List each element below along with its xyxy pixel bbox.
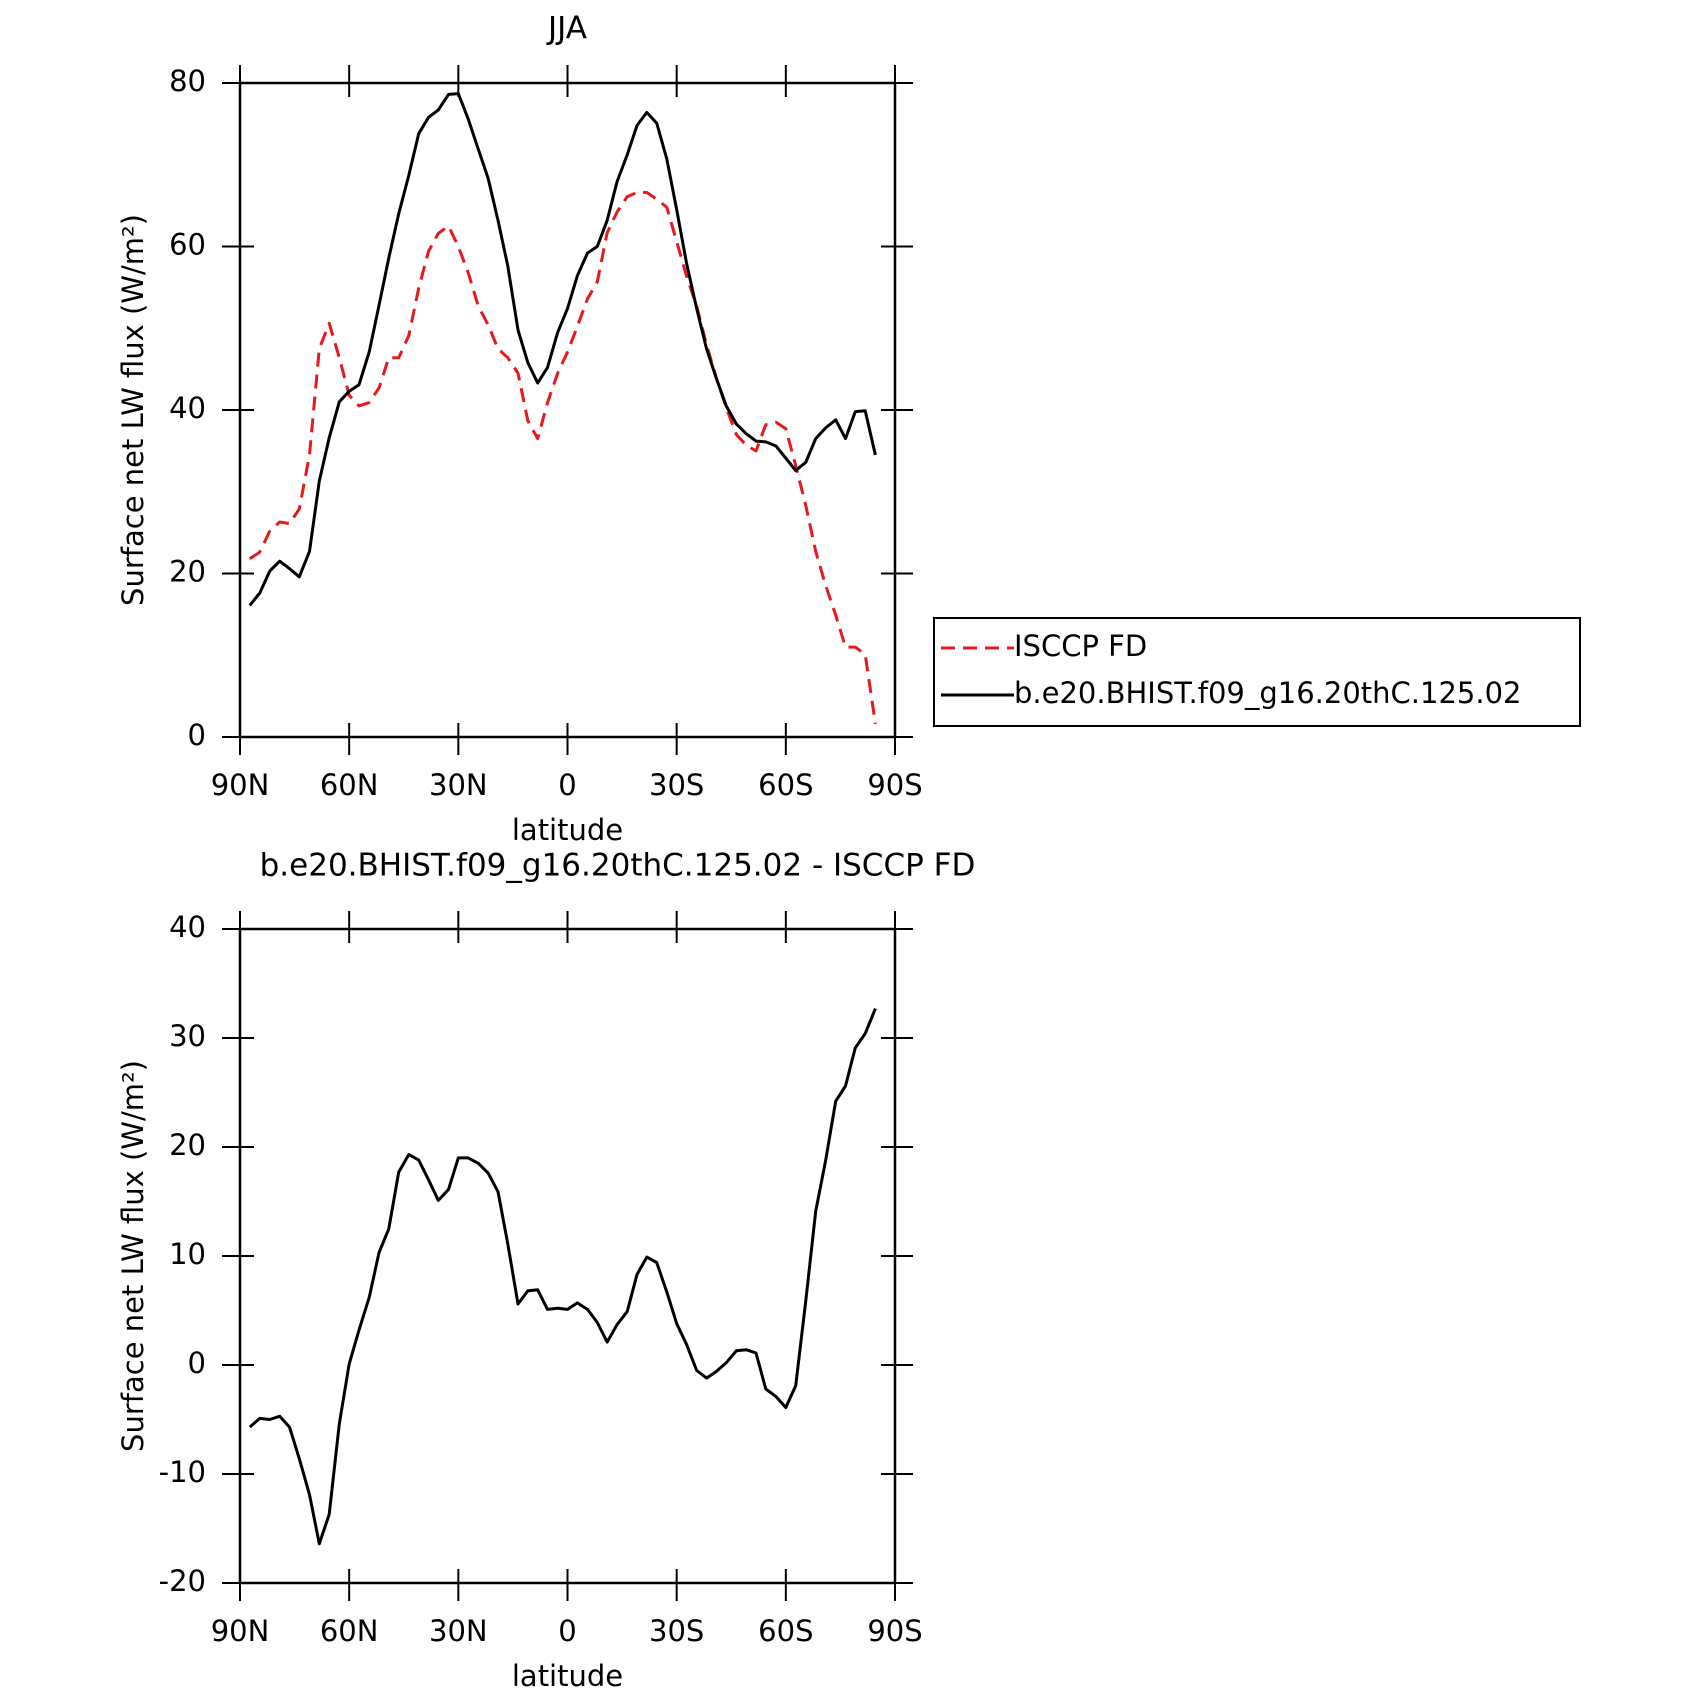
y-tick-label: 40 bbox=[169, 391, 206, 425]
x-tick-label: 30S bbox=[649, 1614, 704, 1648]
y-tick-label: 0 bbox=[188, 718, 206, 752]
x-tick-label: 60S bbox=[758, 1614, 813, 1648]
y-tick-label: -10 bbox=[159, 1455, 206, 1489]
chart-title: JJA bbox=[546, 11, 587, 47]
plot-frame bbox=[238, 81, 897, 739]
data-line bbox=[248, 1008, 877, 1546]
data-line bbox=[248, 92, 877, 607]
legend-box bbox=[933, 617, 1581, 727]
x-tick-label: 30S bbox=[649, 768, 704, 802]
y-tick-label: 20 bbox=[169, 555, 206, 589]
x-tick-label: 90S bbox=[867, 1614, 922, 1648]
y-tick-label: 60 bbox=[169, 228, 206, 262]
y-axis-label: Surface net LW flux (W/m²) bbox=[116, 1060, 150, 1452]
y-tick-label: 0 bbox=[188, 1346, 206, 1380]
y-tick-label: 40 bbox=[169, 910, 206, 944]
data-line bbox=[248, 191, 877, 725]
legend-label: b.e20.BHIST.f09_g16.20thC.125.02 bbox=[1014, 676, 1521, 710]
y-tick-label: -20 bbox=[159, 1564, 206, 1598]
x-tick-label: 60N bbox=[320, 1614, 379, 1648]
x-axis-label: latitude bbox=[512, 813, 623, 847]
y-tick-label: 80 bbox=[169, 64, 206, 98]
x-tick-label: 90N bbox=[211, 768, 270, 802]
x-tick-label: 0 bbox=[558, 1614, 576, 1648]
y-tick-label: 10 bbox=[169, 1237, 206, 1271]
x-tick-label: 90N bbox=[211, 1614, 270, 1648]
y-tick-label: 20 bbox=[169, 1128, 206, 1162]
x-tick-label: 0 bbox=[558, 768, 576, 802]
y-tick-label: 30 bbox=[169, 1019, 206, 1053]
x-axis-label: latitude bbox=[512, 1659, 623, 1693]
plot-frame bbox=[238, 927, 897, 1585]
x-tick-label: 90S bbox=[867, 768, 922, 802]
x-tick-label: 60N bbox=[320, 768, 379, 802]
chart-title: b.e20.BHIST.f09_g16.20thC.125.02 - ISCCP… bbox=[260, 848, 976, 884]
x-tick-label: 30N bbox=[429, 768, 488, 802]
x-tick-label: 30N bbox=[429, 1614, 488, 1648]
y-axis-label: Surface net LW flux (W/m²) bbox=[116, 214, 150, 606]
legend-label: ISCCP FD bbox=[1014, 629, 1147, 663]
x-tick-label: 60S bbox=[758, 768, 813, 802]
